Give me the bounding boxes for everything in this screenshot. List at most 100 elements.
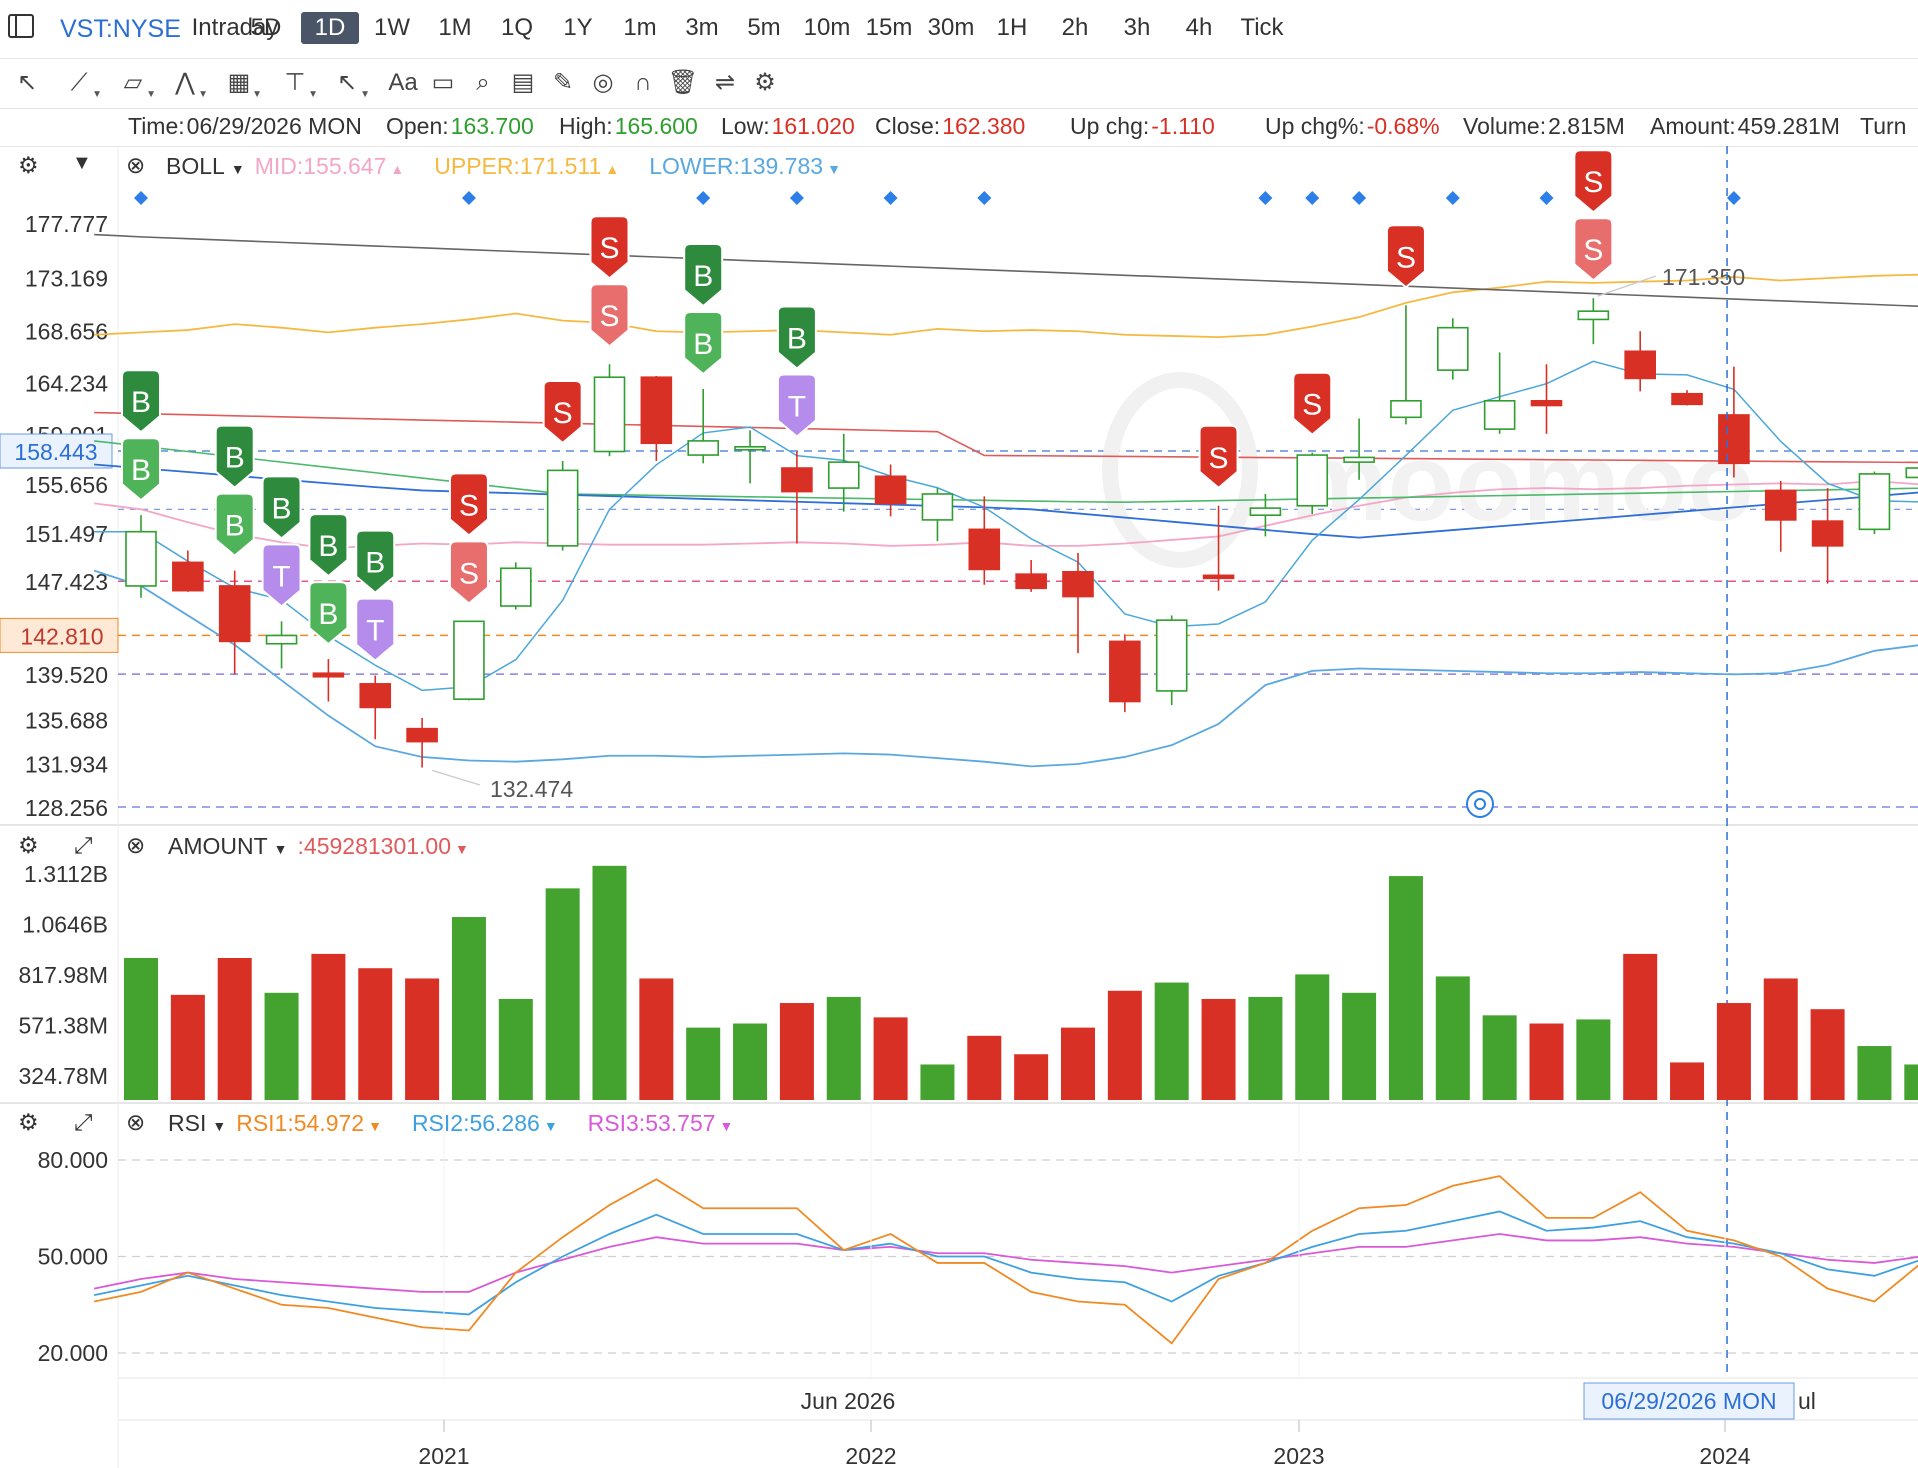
signal-marker: S bbox=[1198, 424, 1239, 490]
period-tab-3h[interactable]: 3h bbox=[1123, 14, 1151, 41]
period-tab-5d[interactable]: 5D bbox=[250, 14, 282, 41]
candle-body bbox=[453, 620, 485, 700]
cursor-icon[interactable]: ↖ bbox=[10, 66, 44, 100]
signal-diamond-icon bbox=[461, 191, 476, 205]
rsi-dropdown-icon[interactable]: ▼ bbox=[212, 1118, 227, 1134]
amount-bar bbox=[1342, 992, 1377, 1100]
ma-gray-line bbox=[94, 233, 1918, 308]
period-tab-tick[interactable]: Tick bbox=[1240, 14, 1284, 41]
period-tab-1y[interactable]: 1Y bbox=[563, 14, 593, 41]
pen-icon[interactable]: ✎ bbox=[546, 66, 580, 100]
zoom-icon[interactable]: ⌕ bbox=[466, 66, 500, 100]
sidebar-toggle-icon[interactable] bbox=[8, 14, 34, 38]
comment-icon[interactable]: ▭ bbox=[426, 66, 460, 100]
trash-icon[interactable]: 🗑 bbox=[666, 66, 700, 100]
period-tab-1m[interactable]: 1m bbox=[623, 14, 657, 41]
amount-bar bbox=[1670, 1062, 1705, 1100]
rsi-expand-icon[interactable]: ⤢ bbox=[74, 1109, 93, 1135]
candle-body bbox=[1155, 619, 1188, 692]
period-tab-1m[interactable]: 1M bbox=[438, 14, 472, 41]
signal-marker-label: B bbox=[318, 530, 338, 563]
amount-indicator-title[interactable]: AMOUNT ▼:459281301.00 ▼ bbox=[168, 833, 499, 860]
period-tab-3m[interactable]: 3m bbox=[685, 14, 719, 41]
amount-bar bbox=[967, 1035, 1002, 1100]
rsi-indicator-title[interactable]: RSI ▼ RSI1:54.972 ▼ RSI2:56.286 ▼ RSI3:53.757 ▼ bbox=[168, 1110, 763, 1137]
text-icon[interactable]: Aa bbox=[386, 66, 420, 100]
period-tab-4h[interactable]: 4h bbox=[1185, 14, 1213, 41]
period-tab-10m[interactable]: 10m bbox=[803, 14, 851, 41]
dropdown-caret-icon[interactable]: ▼ bbox=[308, 89, 318, 100]
candle bbox=[1155, 615, 1188, 706]
rsi-close-icon[interactable]: ⊗ bbox=[126, 1109, 146, 1135]
current-price-box bbox=[0, 617, 119, 653]
amount-bar bbox=[1763, 978, 1798, 1100]
trend-line-icon[interactable]: ⟋ ▼ bbox=[62, 66, 102, 100]
info-label: High: bbox=[559, 113, 613, 139]
measure-icon[interactable]: ▤ bbox=[506, 66, 540, 100]
period-tab-2h[interactable]: 2h bbox=[1061, 14, 1089, 41]
arrow-icon[interactable]: ↖ ▼ bbox=[330, 66, 370, 100]
boll-collapse-icon[interactable]: ▼ bbox=[72, 152, 92, 174]
dropdown-caret-icon[interactable]: ▼ bbox=[252, 89, 262, 100]
signal-marker-label: B bbox=[272, 492, 292, 525]
dropdown-caret-icon[interactable]: ▼ bbox=[360, 89, 370, 100]
dropdown-caret-icon[interactable]: ▼ bbox=[146, 89, 156, 100]
period-tab-30m[interactable]: 30m bbox=[927, 14, 975, 41]
channel-icon[interactable]: ▱ ▼ bbox=[116, 66, 156, 100]
wave-icon[interactable]: ⋀ ▼ bbox=[168, 66, 208, 100]
signal-marker-shape bbox=[589, 215, 630, 280]
year-label: 2021 bbox=[418, 1443, 469, 1468]
amount-close-icon[interactable]: ⊗ bbox=[126, 832, 146, 858]
candle-body bbox=[265, 634, 298, 645]
boll-indicator-title[interactable]: BOLL ▼ MID:155.647 ▲ UPPER:171.511 ▲ LOWER:139… bbox=[166, 153, 871, 180]
period-tab-intraday[interactable]: Intraday bbox=[191, 14, 279, 41]
symbol-label[interactable]: VST:NYSE bbox=[60, 15, 181, 43]
magnet-icon[interactable]: ∩ bbox=[626, 66, 660, 100]
ma-red-line bbox=[94, 411, 1918, 464]
signal-marker: B bbox=[214, 424, 255, 489]
vertical-line-icon[interactable]: ⊤ ▼ bbox=[278, 66, 318, 100]
amount-bar bbox=[920, 1064, 955, 1100]
signal-marker-label: B bbox=[693, 328, 713, 361]
sync-icon[interactable]: ⇌ bbox=[708, 66, 742, 100]
info-label: Up chg%: bbox=[1265, 113, 1365, 139]
signal-marker-label: B bbox=[225, 510, 245, 543]
boll-mid-line bbox=[94, 480, 1918, 550]
amount-bar bbox=[686, 1027, 721, 1100]
amount-expand-icon[interactable]: ⤢ bbox=[74, 832, 93, 858]
pattern-icon[interactable]: ▦ ▼ bbox=[222, 66, 262, 100]
period-tab-15m[interactable]: 15m bbox=[865, 14, 913, 41]
signal-marker-shape bbox=[1198, 424, 1239, 490]
period-tab-5m[interactable]: 5m bbox=[747, 14, 781, 41]
dropdown-caret-icon[interactable]: ▼ bbox=[92, 89, 102, 100]
crosshair-time-label: 06/29/2026 MON bbox=[1601, 1388, 1776, 1414]
high-annotation-line bbox=[1597, 275, 1657, 297]
period-tab-1d[interactable]: 1D bbox=[301, 12, 359, 44]
magnet-icon-glyph: ∩ bbox=[634, 69, 652, 96]
rsi-value-caret: ▼ bbox=[543, 1118, 558, 1134]
rsi-settings-icon[interactable]: ⚙ bbox=[18, 1109, 39, 1135]
drawing-toolbar: ↖ ⟋ ▼ ▱ ▼ ⋀ ▼ ▦ ▼ ⊤ ▼ ↖ ▼ Aa ▭ ⌕ ▤ ✎ ◎ ∩ 🗑 ⇌ ⚙ bbox=[0, 58, 1918, 109]
candle-body bbox=[1015, 573, 1047, 590]
boll-close-icon[interactable]: ⊗ bbox=[126, 152, 146, 178]
settings-icon[interactable]: ⚙ bbox=[748, 66, 782, 100]
boll-settings-icon[interactable]: ⚙ bbox=[18, 152, 39, 178]
signal-marker-label: T bbox=[788, 391, 806, 424]
amount-settings-icon[interactable]: ⚙ bbox=[18, 832, 39, 858]
info-value: -1.110 bbox=[1151, 113, 1215, 139]
dropdown-caret-icon[interactable]: ▼ bbox=[198, 89, 208, 100]
hide-icon[interactable]: ◎ bbox=[586, 66, 620, 100]
boll-dropdown-icon[interactable]: ▼ bbox=[230, 161, 245, 177]
price-axis-tick: 151.497 bbox=[25, 521, 108, 547]
info-value: 06/29/2026 MON bbox=[186, 113, 362, 139]
period-tab-1q[interactable]: 1Q bbox=[500, 14, 533, 41]
trend-line-icon-glyph: ⟋ bbox=[70, 69, 88, 96]
amount-dropdown-icon[interactable]: ▼ bbox=[273, 841, 288, 857]
arrow-icon-glyph: ↖ bbox=[336, 69, 358, 96]
signal-marker: B bbox=[776, 305, 817, 370]
candle-body bbox=[968, 528, 1001, 571]
period-tab-1w[interactable]: 1W bbox=[374, 14, 410, 41]
pen-icon-glyph: ✎ bbox=[552, 69, 574, 96]
period-tab-1h[interactable]: 1H bbox=[996, 14, 1028, 41]
